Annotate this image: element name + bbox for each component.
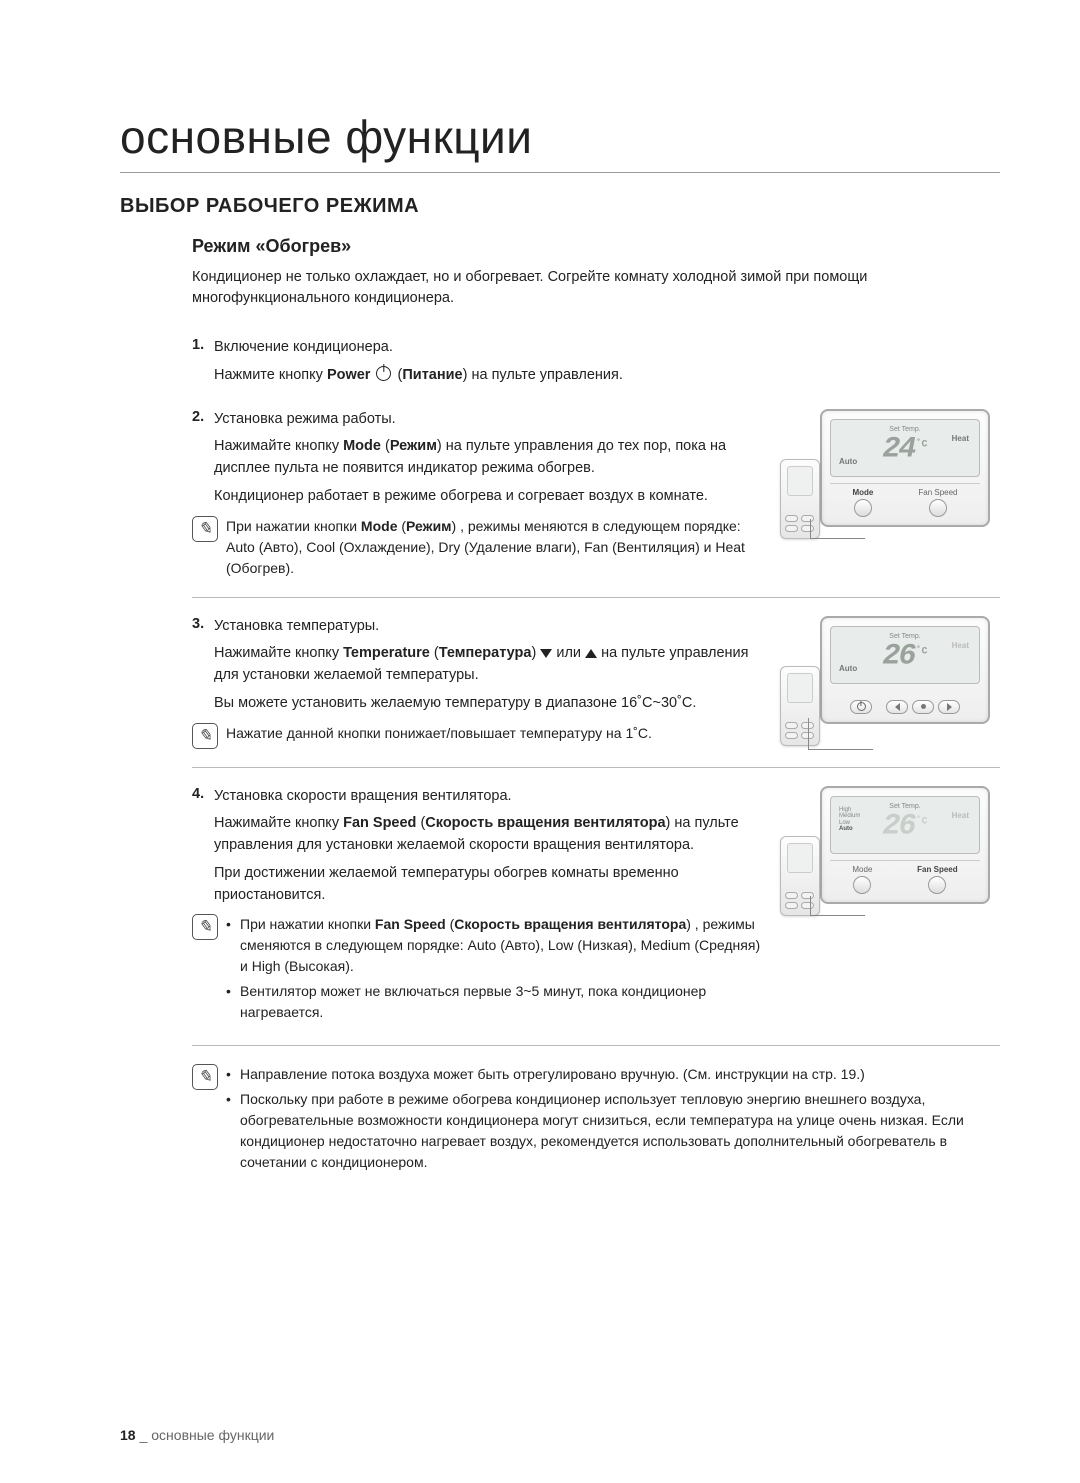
section-title: ВЫБОР РАБОЧЕГО РЕЖИМА (120, 195, 1000, 218)
step2-label: Установка режима работы. (214, 409, 762, 431)
step2-note: ✎ При нажатии кнопки Mode (Режим) , режи… (192, 516, 762, 579)
step-4: 4. Установка скорости вращения вентилято… (192, 786, 1000, 1047)
oblong-button-area (830, 690, 980, 714)
power-oblong-icon (850, 700, 872, 714)
step3-detail-a: Нажимайте кнопку Temperature (Температур… (214, 643, 762, 687)
lcd-display: Set Temp. Auto Heat 24˚C (830, 419, 980, 477)
figure-fanspeed: Set Temp. High Medium Low Auto Heat 26˚C (780, 786, 1000, 904)
mode-button-icon (853, 876, 871, 894)
callout-line (810, 896, 865, 916)
note-icon: ✎ (192, 1064, 218, 1090)
page-content: основные функции ВЫБОР РАБОЧЕГО РЕЖИМА Р… (0, 0, 1080, 1217)
page-footer: 18_ основные функции (120, 1427, 274, 1443)
heat-label: Heat (952, 434, 969, 443)
down-arrow-icon (540, 649, 552, 658)
figure-mode: Set Temp. Auto Heat 24˚C Mode Fan Speed (780, 409, 1000, 527)
sub-title: Режим «Обогрев» (192, 236, 1000, 257)
step2-detail-a: Нажимайте кнопку Mode (Режим) на пульте … (214, 436, 762, 480)
step1-num: 1. (192, 337, 214, 353)
step2-num: 2. (192, 409, 214, 425)
step3-detail-b: Вы можете установить желаемую температур… (214, 693, 762, 715)
callout-line (810, 519, 865, 539)
fan-levels: High Medium Low Auto (839, 807, 860, 833)
final-note-1: Направление потока воздуха может быть от… (226, 1064, 1000, 1085)
mode-button-icon (854, 499, 872, 517)
mode-btn-col: Mode (852, 865, 872, 894)
lcd-display: Set Temp. High Medium Low Auto Heat 26˚C (830, 796, 980, 854)
fanspeed-btn-col: Fan Speed (917, 865, 957, 894)
final-note-2: Поскольку при работе в режиме обогрева к… (226, 1089, 1000, 1173)
heat-label: Heat (952, 811, 969, 820)
lcd-display: Set Temp. Auto Heat 26˚C (830, 626, 980, 684)
callout-line (808, 718, 873, 750)
final-notes: ✎ Направление потока воздуха может быть … (192, 1064, 1000, 1177)
step3-num: 3. (192, 616, 214, 632)
step4-note: ✎ При нажатии кнопки Fan Speed (Скорость… (192, 914, 762, 1027)
step3-note: ✎ Нажатие данной кнопки понижает/повышае… (192, 723, 762, 749)
page-number: 18 (120, 1427, 136, 1443)
auto-label: Auto (839, 664, 857, 673)
center-oblong-icon (912, 700, 934, 714)
note-icon: ✎ (192, 914, 218, 940)
step2-detail-b: Кондиционер работает в режиме обогрева и… (214, 486, 762, 508)
fanspeed-btn-col: Fan Speed (918, 488, 957, 517)
mode-btn-col: Mode (852, 488, 873, 517)
temp-value: 24˚C (882, 432, 927, 466)
step4-num: 4. (192, 786, 214, 802)
step3-label: Установка температуры. (214, 616, 762, 638)
content-body: Режим «Обогрев» Кондиционер не только ох… (192, 236, 1000, 1177)
button-area: Mode Fan Speed (830, 860, 980, 894)
figure-temp: Set Temp. Auto Heat 26˚C (780, 616, 1000, 724)
step1-detail: Нажмите кнопку Power (Питание) на пульте… (214, 365, 1000, 387)
step4-detail-b: При достижении желаемой температуры обог… (214, 863, 762, 907)
display-panel: Set Temp. High Medium Low Auto Heat 26˚C (820, 786, 990, 904)
button-area: Mode Fan Speed (830, 483, 980, 517)
step1-label: Включение кондиционера. (214, 337, 1000, 359)
step-3: 3. Установка температуры. Нажимайте кноп… (192, 616, 1000, 768)
temp-value: 26˚C (882, 639, 927, 673)
right-oblong-icon (938, 700, 960, 714)
step4-detail-a: Нажимайте кнопку Fan Speed (Скорость вра… (214, 813, 762, 857)
left-oblong-icon (886, 700, 908, 714)
display-panel: Set Temp. Auto Heat 26˚C (820, 616, 990, 724)
step-2: 2. Установка режима работы. Нажимайте кн… (192, 409, 1000, 598)
heat-label: Heat (952, 641, 969, 650)
footer-label: основные функции (151, 1427, 274, 1443)
temp-value: 26˚C (882, 809, 927, 843)
fanspeed-button-icon (928, 876, 946, 894)
up-arrow-icon (585, 649, 597, 658)
main-title: основные функции (120, 110, 1000, 173)
fanspeed-button-icon (929, 499, 947, 517)
step4-note2: Вентилятор может не включаться первые 3~… (226, 981, 762, 1023)
note-icon: ✎ (192, 723, 218, 749)
step4-note1: При нажатии кнопки Fan Speed (Скорость в… (226, 914, 762, 977)
power-icon (376, 366, 391, 381)
auto-label: Auto (839, 457, 857, 466)
step-1: 1. Включение кондиционера. Нажмите кнопк… (192, 337, 1000, 401)
display-panel: Set Temp. Auto Heat 24˚C Mode Fan Speed (820, 409, 990, 527)
intro-text: Кондиционер не только охлаждает, но и об… (192, 267, 1000, 309)
step4-label: Установка скорости вращения вентилятора. (214, 786, 762, 808)
note-icon: ✎ (192, 516, 218, 542)
